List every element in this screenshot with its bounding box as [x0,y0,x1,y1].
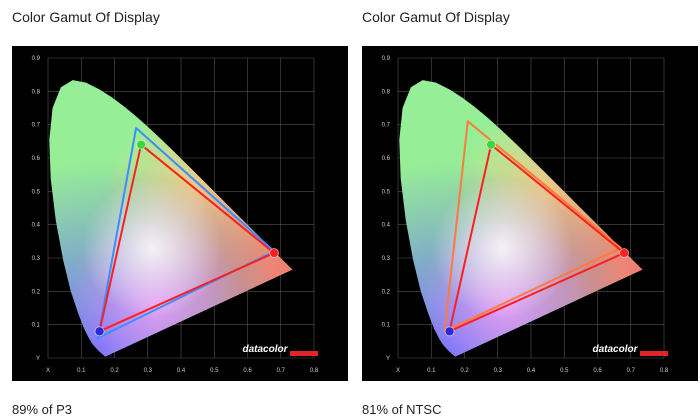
y-tick-label: Y [36,356,40,362]
green-primary-marker [136,139,147,150]
y-tick-label: 0.9 [382,56,391,62]
x-tick-label: 0.2 [110,368,119,374]
coverage-caption: 89% of P3 [12,402,72,417]
gamut-panel-p3: Color Gamut Of Display X 0.1 0.2 0.3 0.4 0.5 0… [12,9,348,417]
y-tick-label: 0.6 [32,156,41,162]
red-primary-marker [619,248,630,258]
x-tick-label: 0.4 [527,368,536,374]
coverage-caption: 81% of NTSC [362,402,442,417]
x-tick-label: 0.5 [210,368,219,374]
y-tick-label: 0.3 [32,256,41,262]
x-tick-label: 0.6 [593,368,602,374]
x-tick-label: 0.8 [660,368,669,374]
x-tick-label: 0.7 [277,368,286,374]
cie-diagram-svg: X 0.1 0.2 0.3 0.4 0.5 0.6 0.7 0.8 Y 0.1 0.2 0.3 0.4 0.… [32,56,319,374]
y-tick-label: 0.5 [32,189,41,195]
x-tick-label: X [46,368,50,374]
y-tick-label: 0.7 [32,123,41,129]
x-tick-label: 0.3 [494,368,503,374]
x-tick-label: 0.7 [627,368,636,374]
x-tick-label: 0.8 [310,368,319,374]
chart-plot-area: X 0.1 0.2 0.3 0.4 0.5 0.6 0.7 0.8 Y 0.1 0.2 0.3 0.4 0.… [362,46,698,381]
datacolor-logo-text: datacolor [592,344,638,355]
x-tick-label: 0.1 [77,368,86,374]
chart-title: Color Gamut Of Display [12,9,160,25]
y-tick-label: 0.8 [32,89,41,95]
x-tick-label: 0.6 [243,368,252,374]
y-tick-label: 0.2 [382,289,391,295]
y-tick-label: 0.8 [382,89,391,95]
chart-plot-area: X 0.1 0.2 0.3 0.4 0.5 0.6 0.7 0.8 Y 0.1 0.2 0.3 0.4 0.… [12,46,348,381]
datacolor-logo-bar [290,351,318,356]
reference-gamut-triangle [96,127,276,339]
gamut-panel-ntsc: Color Gamut Of Display X 0.1 0.2 0.3 0.4 0.5 0… [350,0,700,419]
datacolor-logo-text: datacolor [242,344,288,355]
y-tick-label: 0.1 [382,323,391,329]
cie-diagram-svg: X 0.1 0.2 0.3 0.4 0.5 0.6 0.7 0.8 Y 0.1 0.2 0.3 0.4 0.… [382,56,669,374]
y-tick-label: 0.6 [382,156,391,162]
x-tick-label: 0.3 [144,368,153,374]
reference-gamut-triangle [443,120,622,333]
blue-primary-marker [444,326,455,337]
y-tick-label: 0.2 [32,289,41,295]
blue-primary-marker [94,326,105,337]
x-tick-label: 0.4 [177,368,186,374]
y-tick-label: 0.3 [382,256,391,262]
x-tick-label: 0.2 [460,368,469,374]
measured-gamut-triangle [98,143,276,333]
x-tick-label: 0.1 [427,368,436,374]
chart-title: Color Gamut Of Display [362,9,510,25]
y-tick-label: 0.5 [382,189,391,195]
y-tick-label: 0.4 [32,223,41,229]
y-tick-label: 0.7 [382,123,391,129]
red-primary-marker [269,248,280,258]
y-tick-label: 0.9 [32,56,41,62]
y-tick-label: 0.1 [32,323,41,329]
x-tick-label: X [396,368,400,374]
green-primary-marker [486,139,497,150]
y-tick-label: 0.4 [382,223,391,229]
x-tick-label: 0.5 [560,368,569,374]
datacolor-logo-bar [640,351,668,356]
measured-gamut-triangle [448,143,626,333]
y-tick-label: Y [386,356,390,362]
